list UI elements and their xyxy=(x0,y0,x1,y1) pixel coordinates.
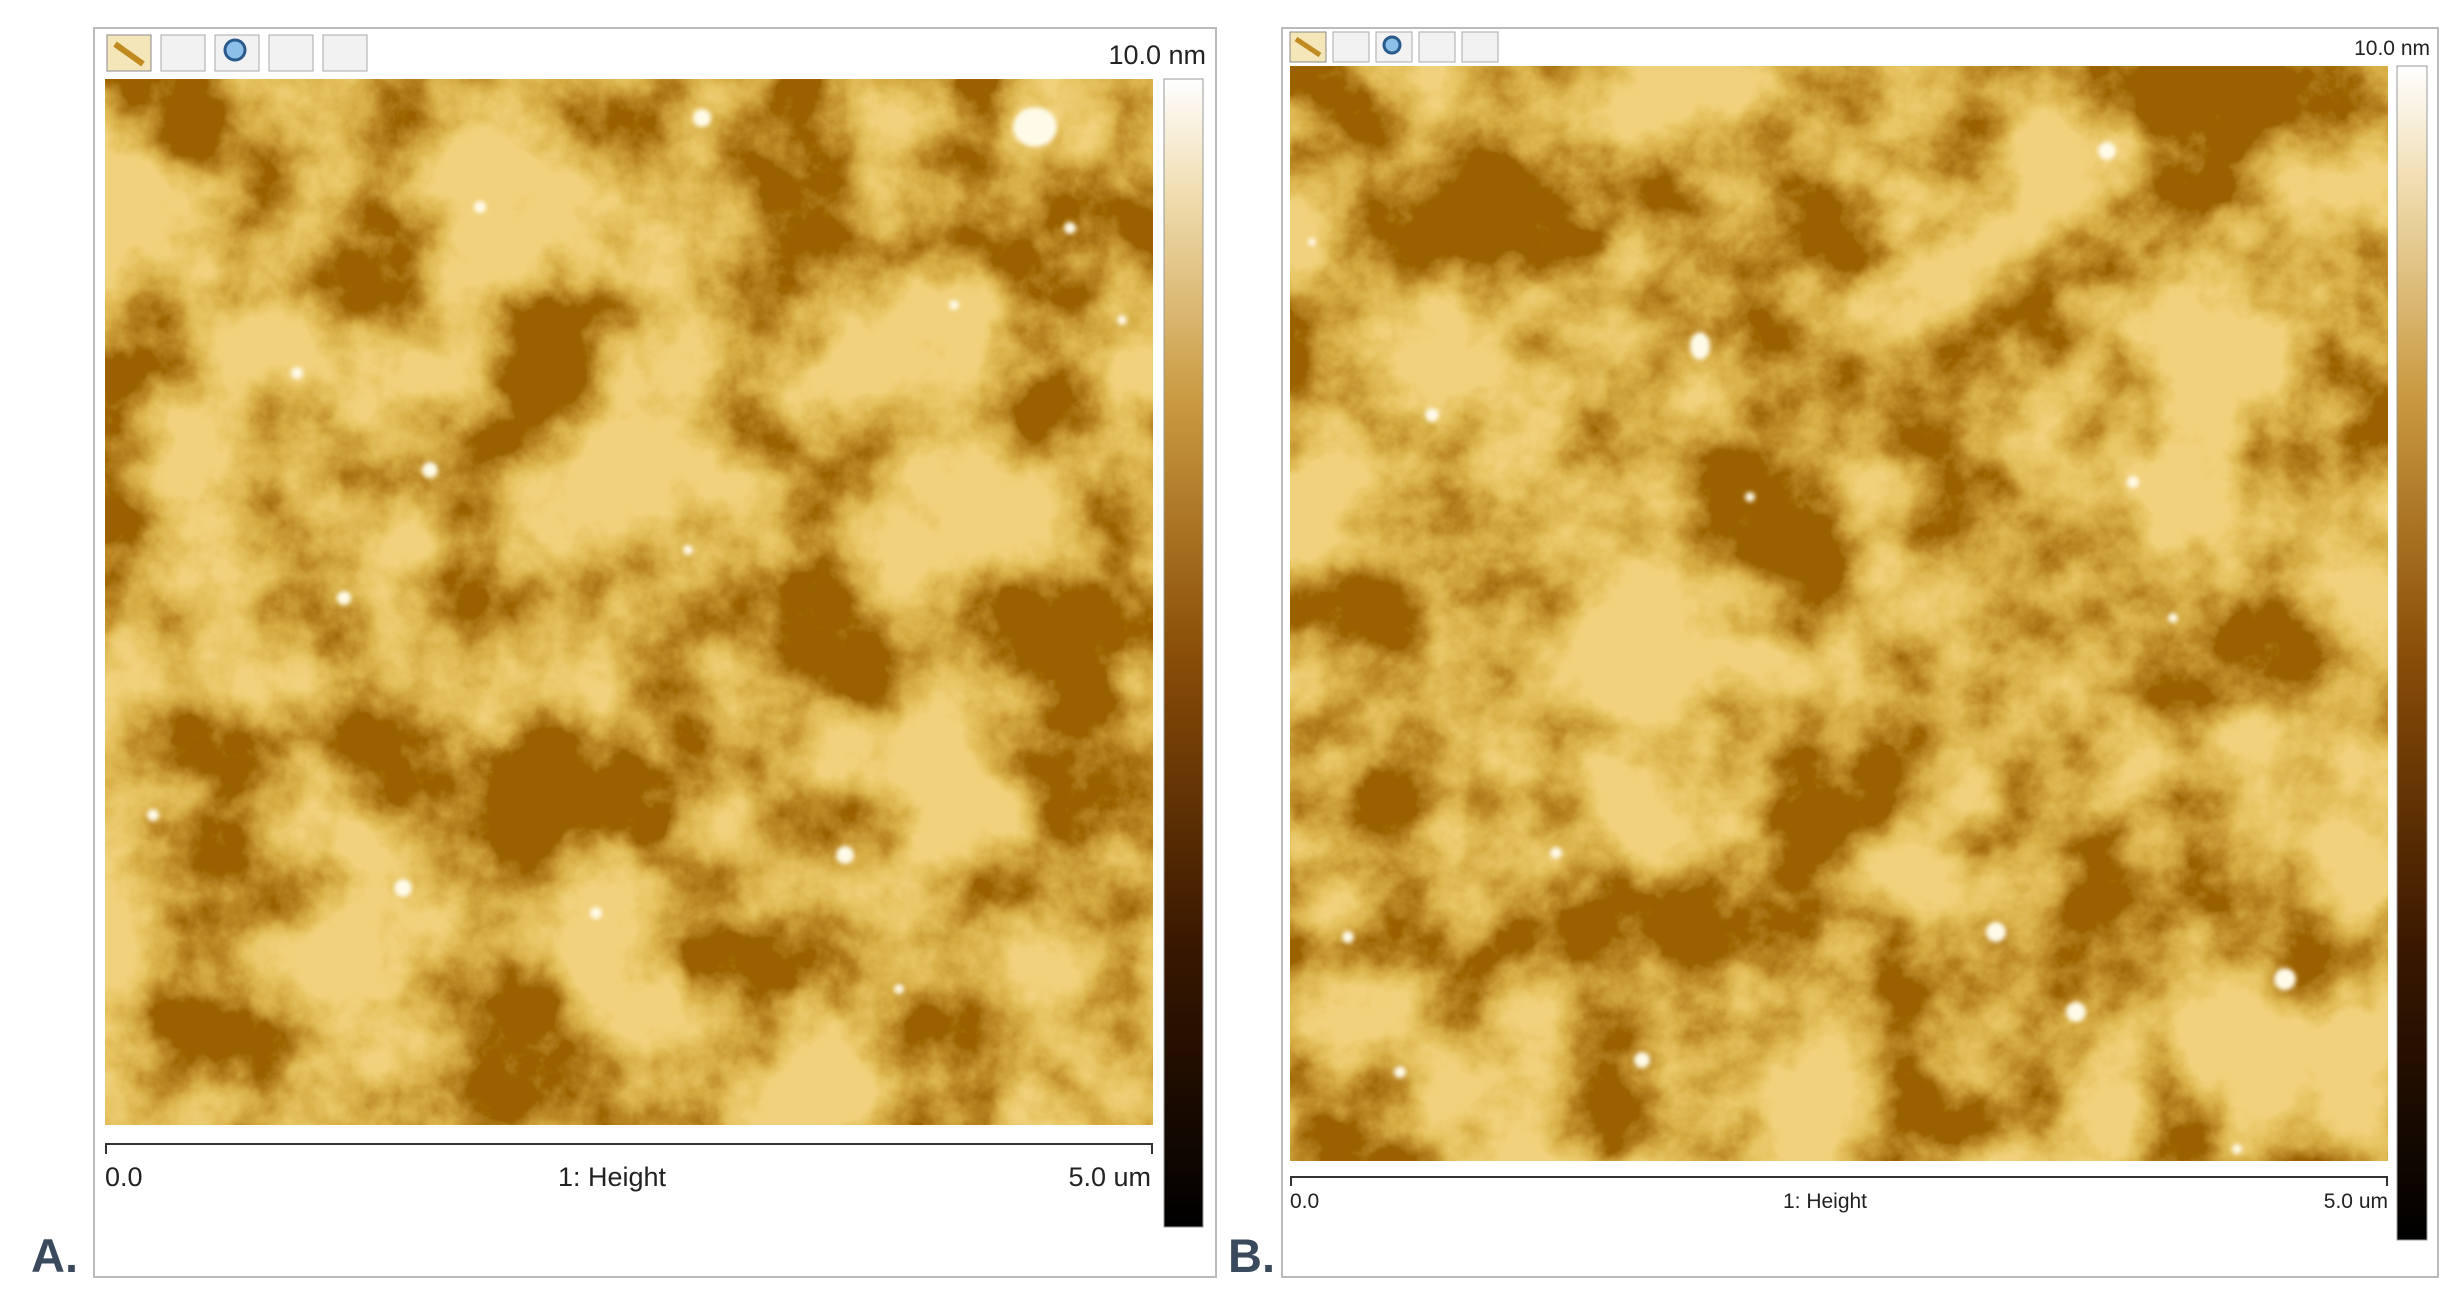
channel: 1: Height xyxy=(1783,1190,1867,1213)
zoom-in-tool[interactable] xyxy=(268,34,314,72)
scale-max: 10.0 nm xyxy=(1108,40,1206,70)
x-start: 0.0 xyxy=(1290,1190,1319,1213)
scan-size-bar xyxy=(105,1143,1153,1154)
scale-max: 10.0 nm xyxy=(2354,37,2430,60)
panel-label: A. xyxy=(31,1229,78,1282)
channel: 1: Height xyxy=(558,1162,667,1192)
color-scale xyxy=(1163,78,1204,1228)
tool[interactable] xyxy=(160,34,206,72)
toolbar xyxy=(106,34,368,72)
toolbar xyxy=(1289,31,1499,63)
height-image xyxy=(1290,66,2388,1161)
particles xyxy=(1308,142,2296,1154)
panel-label: B. xyxy=(1228,1229,1275,1282)
zoom-out-tool[interactable] xyxy=(322,34,368,72)
height-image xyxy=(105,79,1153,1125)
scan-size-bar xyxy=(1290,1176,2388,1186)
particles xyxy=(147,107,1127,994)
x-end: 5.0 um xyxy=(2324,1190,2388,1213)
tool[interactable] xyxy=(1332,31,1370,63)
zoom-out-tool[interactable] xyxy=(1461,31,1499,63)
zoom-in-tool[interactable] xyxy=(1418,31,1456,63)
x-end: 5.0 um xyxy=(1068,1162,1151,1192)
color-scale xyxy=(2396,65,2428,1241)
panel-b: 10.0 nm 0.0 1: Height 5.0 um xyxy=(1281,27,2439,1278)
x-start: 0.0 xyxy=(105,1162,143,1192)
panel-a: 10.0 nm 0.0 1: Height 5.0 um xyxy=(93,27,1217,1278)
